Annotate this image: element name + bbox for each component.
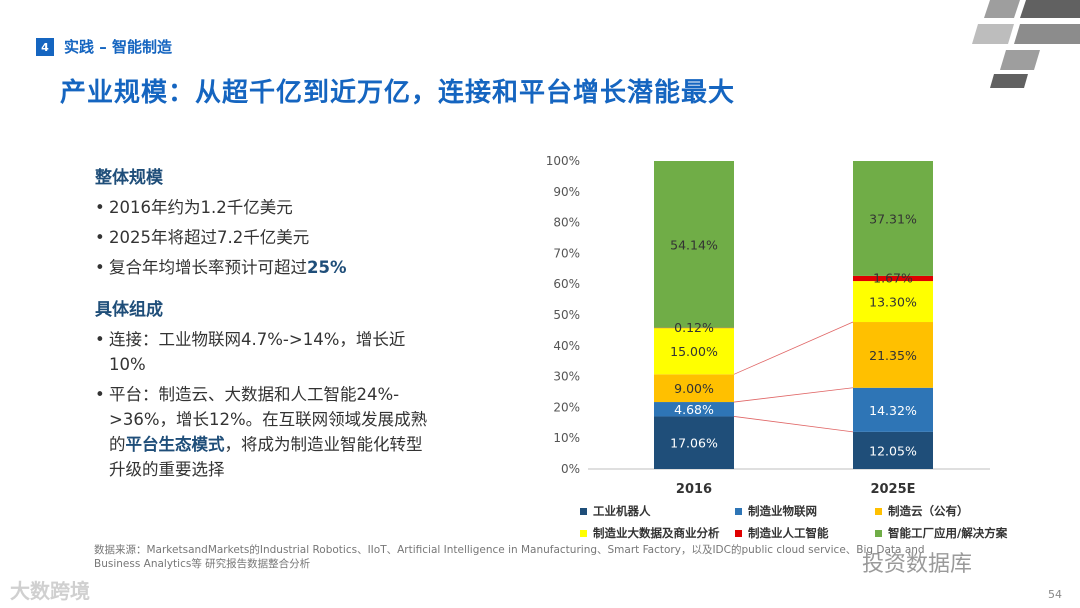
bullet-platform: • 平台：制造云、大数据和人工智能24%->36%，增长12%。在互联网领域发展成… [95, 385, 428, 479]
chart-legend: 工业机器人 制造业物联网 制造云（公有） 制造业大数据及商业分析 制造业人工智能… [580, 502, 1030, 546]
y-tick-label: 70% [553, 246, 580, 260]
x-tick-label: 2016 [676, 482, 712, 497]
bar-segment [654, 402, 734, 417]
y-tick-label: 0% [561, 462, 580, 476]
y-tick-label: 90% [553, 185, 580, 199]
data-label: 12.05% [869, 443, 917, 458]
page-title: 产业规模：从超千亿到近万亿，连接和平台增长潜能最大 [60, 78, 736, 108]
bar-segment [654, 328, 734, 375]
y-tick-label: 10% [553, 431, 580, 445]
bar-segment [853, 387, 933, 432]
legend-item: 智能工厂应用/解决方案 [875, 525, 1007, 541]
y-tick-label: 20% [553, 400, 580, 414]
brand-logo [972, 0, 1080, 88]
data-label: 4.68% [674, 402, 714, 417]
bar-segment [853, 161, 933, 276]
y-tick-label: 30% [553, 370, 580, 384]
page-number: 54 [1048, 588, 1062, 601]
data-label: 21.35% [869, 348, 917, 363]
data-label: 1.67% [873, 270, 913, 285]
x-tick-label: 2025E [870, 482, 915, 497]
bar-segment [853, 322, 933, 388]
legend-item: 制造业人工智能 [735, 525, 875, 541]
data-label: 0.12% [674, 320, 714, 335]
bullet-2016: • 2016年约为1.2千亿美元 [95, 198, 293, 217]
data-label: 15.00% [670, 344, 718, 359]
legend-item: 制造云（公有） [875, 503, 969, 519]
bar-segment [654, 161, 734, 328]
connector-line [733, 416, 854, 433]
data-label: 17.06% [670, 436, 718, 451]
composition-heading: 具体组成 [95, 300, 163, 320]
stacked-bar-chart: 0% 10% 20% 30% 40% 50% 60% 70% 80% 90% 100% 2016 202… [546, 154, 990, 497]
y-tick-label: 60% [553, 277, 580, 291]
y-tick-label: 50% [553, 308, 580, 322]
data-label: 54.14% [670, 237, 718, 252]
data-label: 14.32% [869, 403, 917, 418]
connector-line [733, 387, 854, 403]
watermark-right: 投资数据库 [862, 552, 973, 577]
legend-item: 制造业物联网 [735, 503, 875, 519]
summary-text: 整体规模 • 2016年约为1.2千亿美元 • 2025年将超过7.2千亿美元 • 复… [95, 166, 435, 482]
data-source-note: 数据来源：MarketsandMarkets的Industrial Roboti… [94, 544, 925, 570]
bar-segment [853, 275, 933, 282]
bar-segment [654, 416, 734, 469]
legend-item: 工业机器人 [580, 503, 735, 519]
data-label: 37.31% [869, 211, 917, 226]
bar-segment [853, 431, 933, 469]
bullet-connectivity: • 连接：工业物联网4.7%->14%，增长近10% [95, 330, 406, 374]
overall-scale-heading: 整体规模 [95, 168, 163, 188]
legend-item: 制造业大数据及商业分析 [580, 525, 735, 541]
y-tick-label: 80% [553, 216, 580, 230]
watermark-left: 大数跨境 [10, 579, 90, 603]
y-tick-label: 40% [553, 339, 580, 353]
connector-line [733, 321, 854, 375]
y-tick-label: 100% [546, 154, 580, 168]
bullet-2025: • 2025年将超过7.2千亿美元 [95, 228, 310, 247]
section-title: 实践 – 智能制造 [64, 38, 172, 56]
data-label: 13.30% [869, 295, 917, 310]
bar-segment [654, 374, 734, 403]
section-number-badge: 4 [36, 38, 54, 56]
data-label: 9.00% [674, 381, 714, 396]
bar-segment [853, 281, 933, 323]
bullet-cagr: • 复合年均增长率预计可超过25% [95, 258, 347, 277]
